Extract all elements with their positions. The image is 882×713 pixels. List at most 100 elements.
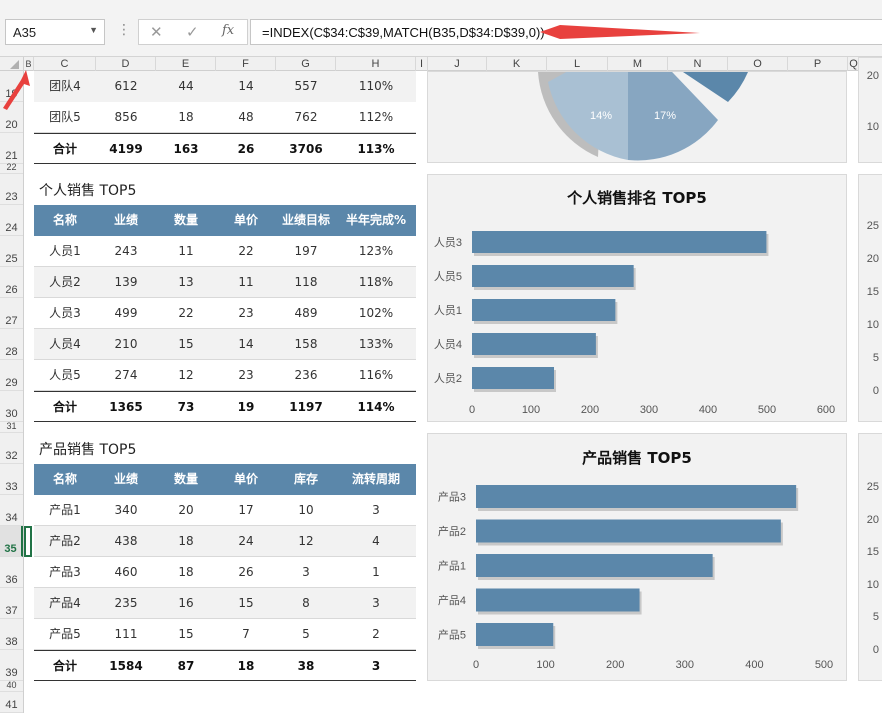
table-cell[interactable]: 111 (114, 627, 138, 641)
table-cell[interactable]: 合计 (52, 659, 77, 673)
table-cell[interactable]: 名称 (52, 213, 77, 227)
bar-人员3[interactable] (472, 231, 767, 253)
active-cell[interactable] (24, 526, 32, 557)
row-header-27[interactable]: 27 (0, 298, 23, 329)
table-cell[interactable]: 48 (238, 110, 254, 124)
table-cell[interactable]: 11 (238, 275, 254, 289)
table-cell[interactable]: 产品5 (49, 627, 81, 641)
column-header-d[interactable]: D (96, 57, 156, 71)
table-row[interactable]: 产品3 460 18 26 3 1 (34, 557, 416, 588)
column-header-o[interactable]: O (728, 57, 788, 71)
table-cell[interactable]: 人员4 (49, 337, 81, 351)
table-cell[interactable]: 499 (114, 306, 138, 320)
table-cell[interactable]: 人员3 (49, 306, 81, 320)
table-header-row[interactable]: 名称 业绩 数量 单价 库存 流转周期 (34, 464, 416, 495)
row-header-32[interactable]: 32 (0, 433, 23, 464)
row-header-25[interactable]: 25 (0, 236, 23, 267)
table-cell[interactable]: 人员1 (49, 244, 81, 258)
row-header-23[interactable]: 23 (0, 174, 23, 205)
insert-function-icon[interactable]: fx (222, 23, 235, 38)
bar-产品3[interactable] (476, 485, 797, 508)
table-cell[interactable]: 3706 (289, 142, 323, 156)
table-cell[interactable]: 人员5 (49, 368, 81, 382)
table-cell[interactable]: 557 (294, 79, 318, 93)
table-cell[interactable]: 数量 (173, 472, 198, 486)
table-cell[interactable]: 13 (178, 275, 194, 289)
table-cell[interactable]: 产品2 (49, 534, 81, 548)
table-cell[interactable]: 15 (178, 337, 194, 351)
row-header-36[interactable]: 36 (0, 557, 23, 588)
table-cell[interactable]: 10 (298, 503, 314, 517)
chevron-down-icon[interactable]: ▼ (89, 25, 98, 35)
table-cell[interactable]: 26 (238, 565, 254, 579)
bar-产品4[interactable] (476, 588, 640, 612)
pie-chart-box[interactable]: 14% 17% (427, 71, 847, 163)
table-cell[interactable]: 15 (238, 596, 254, 610)
table-cell[interactable]: 123% (358, 244, 394, 258)
table-cell[interactable]: 3 (371, 659, 381, 673)
table-row[interactable]: 产品2 438 18 24 12 4 (34, 526, 416, 557)
row-header-31[interactable]: 31 (0, 421, 23, 433)
row-header-37[interactable]: 37 (0, 588, 23, 619)
table-cell[interactable]: 110% (358, 79, 394, 93)
table-cell[interactable]: 489 (294, 306, 318, 320)
table-cell[interactable]: 17 (238, 503, 254, 517)
row-header-34[interactable]: 34 (0, 495, 23, 526)
column-header-k[interactable]: K (487, 57, 547, 71)
table-total-row[interactable]: 合计 4199 163 26 3706 113% (34, 133, 416, 164)
bar-产品2[interactable] (476, 519, 781, 543)
row-header-21[interactable]: 21 (0, 133, 23, 164)
row-header-35[interactable]: 35 (0, 526, 23, 557)
table-cell[interactable]: 44 (178, 79, 194, 93)
table-cell[interactable]: 23 (238, 306, 254, 320)
product-chart-box[interactable]: 产品销售 TOP5 0 100 200 300 400 500 产品3 产品2 产品1 产品4 产品… (427, 433, 847, 681)
table-row[interactable]: 产品1 340 20 17 10 3 (34, 495, 416, 526)
table-cell[interactable]: 243 (114, 244, 138, 258)
person-chart-box[interactable]: 个人销售排名 TOP5 0 100 200 300 400 500 600 人员3 人员5 人员1… (427, 174, 847, 422)
table-row[interactable]: 人员2 139 13 11 118 118% (34, 267, 416, 298)
table-cell[interactable]: 单价 (233, 213, 258, 227)
table-cell[interactable]: 762 (294, 110, 318, 124)
table-cell[interactable]: 118% (358, 275, 394, 289)
row-header-28[interactable]: 28 (0, 329, 23, 360)
column-header-p[interactable]: P (788, 57, 848, 71)
table-cell[interactable]: 单价 (233, 472, 258, 486)
table-cell[interactable]: 4199 (109, 142, 143, 156)
table-cell[interactable]: 1197 (289, 400, 323, 414)
table-cell[interactable]: 340 (114, 503, 138, 517)
row-header-33[interactable]: 33 (0, 464, 23, 495)
cancel-icon[interactable]: ✕ (150, 23, 163, 41)
table-cell[interactable]: 人员2 (49, 275, 81, 289)
table-cell[interactable]: 163 (173, 142, 199, 156)
table-row[interactable]: 团队5 856 18 48 762 112% (34, 102, 416, 133)
table-cell[interactable]: 102% (358, 306, 394, 320)
table-cell[interactable]: 名称 (52, 472, 77, 486)
table-cell[interactable]: 11 (178, 244, 194, 258)
table-cell[interactable]: 438 (114, 534, 138, 548)
row-header-19[interactable]: 19 (0, 71, 23, 102)
table-cell[interactable]: 8 (302, 596, 310, 610)
table-cell[interactable]: 15 (178, 627, 194, 641)
table-cell[interactable]: 197 (294, 244, 318, 258)
table-cell[interactable]: 16 (178, 596, 194, 610)
table-cell[interactable]: 158 (294, 337, 318, 351)
table-cell[interactable]: 19 (237, 400, 255, 414)
row-header-40[interactable]: 40 (0, 680, 23, 692)
table-cell[interactable]: 库存 (293, 472, 318, 486)
column-header-n[interactable]: N (668, 57, 728, 71)
table-cell[interactable]: 18 (178, 534, 194, 548)
table-cell[interactable]: 12 (178, 368, 194, 382)
table-cell[interactable]: 22 (178, 306, 194, 320)
table-cell[interactable]: 118 (294, 275, 318, 289)
table-cell[interactable]: 产品4 (49, 596, 81, 610)
column-header-h[interactable]: H (336, 57, 416, 71)
table-cell[interactable]: 235 (114, 596, 138, 610)
table-cell[interactable]: 38 (297, 659, 315, 673)
table-cell[interactable]: 2 (372, 627, 380, 641)
table-row[interactable]: 产品5 111 15 7 5 2 (34, 619, 416, 650)
table-cell[interactable]: 20 (178, 503, 194, 517)
column-header-l[interactable]: L (547, 57, 608, 71)
table-row[interactable]: 人员5 274 12 23 236 116% (34, 360, 416, 391)
table-cell[interactable]: 3 (372, 596, 380, 610)
bar-产品1[interactable] (476, 554, 713, 577)
